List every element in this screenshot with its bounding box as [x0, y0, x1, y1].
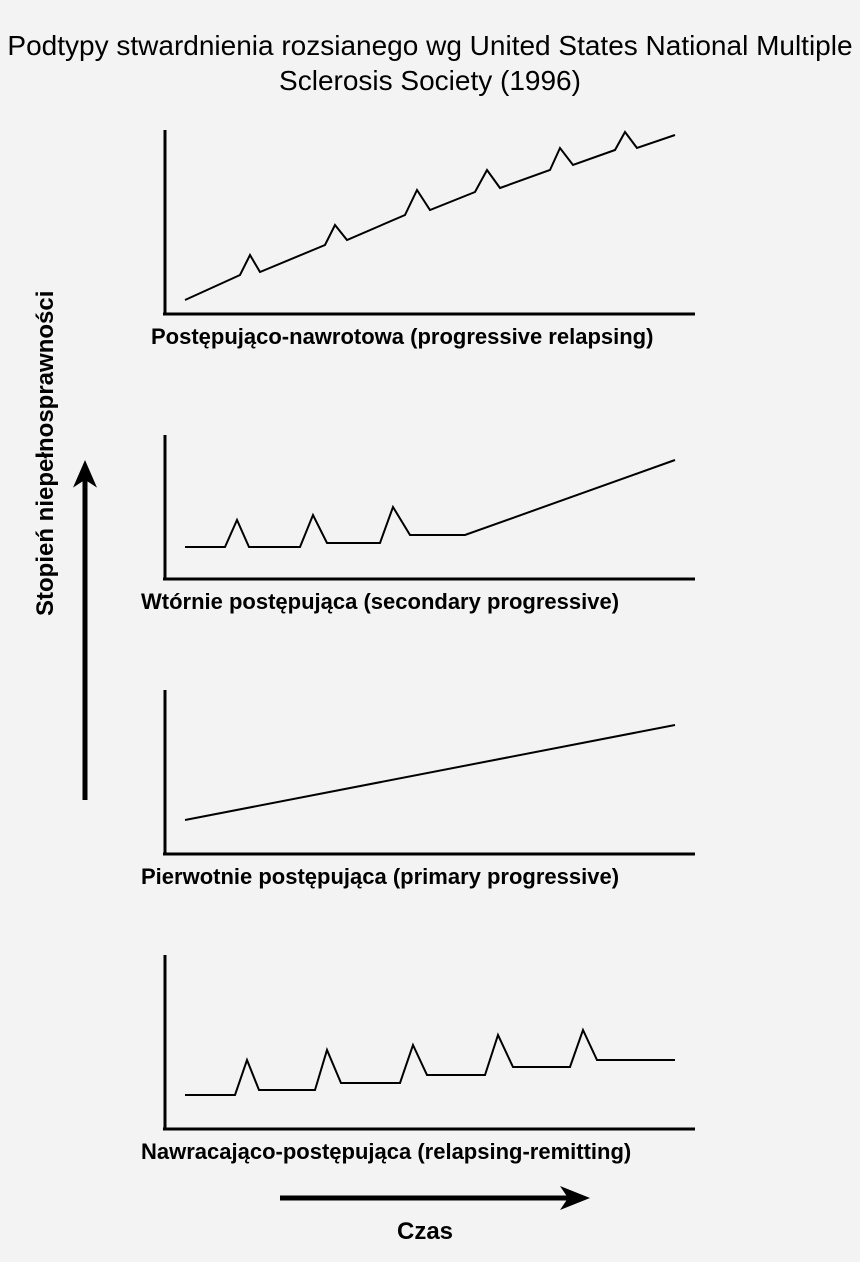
data-line-progressive-relapsing [185, 132, 675, 300]
data-line-relapsing-remitting [185, 1030, 675, 1095]
y-axis-arrow-icon [70, 460, 100, 800]
x-axis-label: Czas [155, 1218, 695, 1246]
caption-progressive-relapsing: Postępująco-nawrotowa (progressive relap… [151, 324, 653, 350]
caption-relapsing-remitting: Nawracająco-postępująca (relapsing-remit… [141, 1139, 631, 1165]
panel-progressive-relapsing: Postępująco-nawrotowa (progressive relap… [155, 130, 695, 356]
y-axis-label: Stopień niepełnosprawności [32, 291, 60, 616]
data-line-secondary-progressive [185, 460, 675, 547]
ms-subtypes-figure: Podtypy stwardnienia rozsianego wg Unite… [0, 0, 860, 1262]
chart-progressive-relapsing [155, 130, 695, 320]
figure-title: Podtypy stwardnienia rozsianego wg Unite… [0, 28, 860, 98]
panel-relapsing-remitting: Nawracająco-postępująca (relapsing-remit… [155, 955, 695, 1171]
caption-primary-progressive: Pierwotnie postępująca (primary progress… [141, 864, 619, 890]
chart-relapsing-remitting [155, 955, 695, 1135]
caption-secondary-progressive: Wtórnie postępująca (secondary progressi… [141, 589, 619, 615]
chart-primary-progressive [155, 690, 695, 860]
chart-secondary-progressive [155, 435, 695, 585]
data-line-primary-progressive [185, 725, 675, 820]
x-axis-arrow-icon [280, 1183, 590, 1213]
panel-primary-progressive: Pierwotnie postępująca (primary progress… [155, 690, 695, 896]
panel-secondary-progressive: Wtórnie postępująca (secondary progressi… [155, 435, 695, 621]
